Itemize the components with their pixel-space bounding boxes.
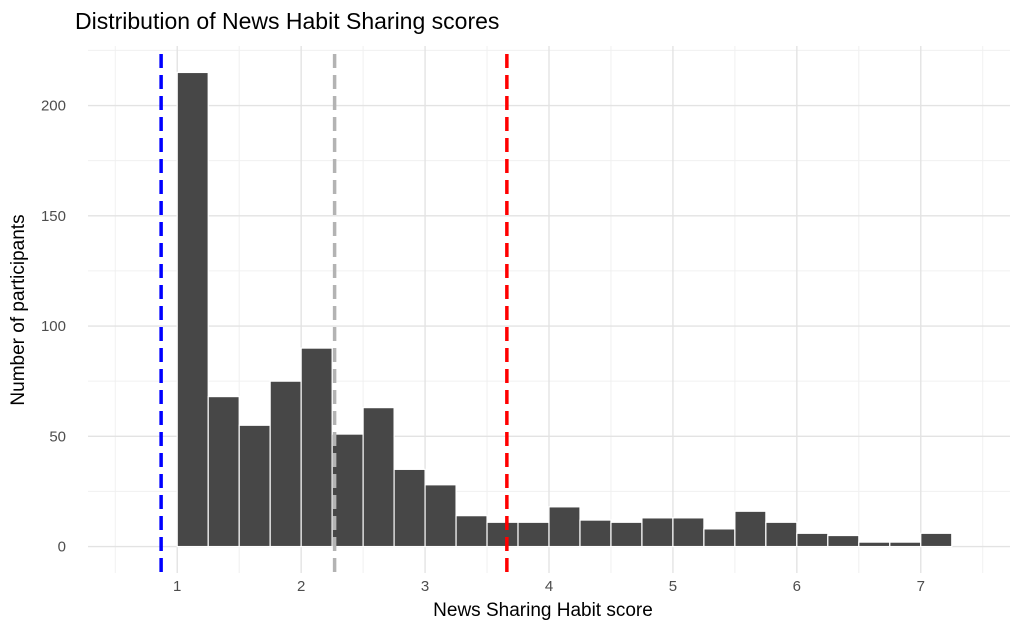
x-axis-tick-labels: 1 2 3 4 5 6 7	[173, 578, 925, 595]
histogram-bar	[176, 71, 209, 548]
histogram-bar	[548, 506, 581, 548]
y-tick-label: 0	[58, 539, 66, 556]
histogram-bar	[827, 534, 860, 548]
y-tick-label: 100	[41, 318, 66, 335]
histogram-bar	[362, 407, 395, 548]
histogram-bar	[920, 532, 953, 548]
histogram-bar	[424, 484, 457, 548]
x-tick-label: 3	[421, 578, 429, 595]
y-tick-label: 50	[49, 428, 66, 445]
histogram-bar	[486, 521, 519, 548]
reference-lines	[159, 54, 509, 573]
histogram-bars	[176, 71, 953, 548]
histogram-bar	[734, 510, 767, 548]
histogram-bar	[300, 347, 333, 548]
y-tick-label: 200	[41, 98, 66, 115]
histogram-bar	[641, 517, 674, 548]
histogram-bar	[796, 532, 829, 548]
histogram-bar	[517, 521, 550, 548]
x-tick-label: 5	[669, 578, 677, 595]
x-axis-title: News Sharing Habit score	[433, 600, 653, 621]
x-tick-label: 1	[173, 578, 181, 595]
y-axis-title: Number of participants	[8, 214, 29, 405]
histogram-bar	[238, 424, 271, 548]
histogram-bar	[331, 433, 364, 548]
histogram-bar	[765, 521, 798, 548]
x-tick-label: 7	[917, 578, 925, 595]
histogram-bar	[393, 468, 426, 548]
histogram-bar	[703, 528, 736, 548]
x-tick-label: 2	[297, 578, 305, 595]
histogram-bar	[858, 541, 891, 548]
histogram-bar	[455, 515, 488, 548]
y-axis-tick-labels: 0 50 100 150 200	[41, 98, 66, 556]
histogram-bar	[610, 521, 643, 548]
histogram-bar	[672, 517, 705, 548]
y-tick-label: 150	[41, 208, 66, 225]
histogram-bar	[269, 380, 302, 548]
x-tick-label: 6	[793, 578, 801, 595]
histogram-bar	[889, 541, 922, 548]
chart-title: Distribution of News Habit Sharing score…	[75, 8, 499, 34]
histogram-bar	[207, 395, 240, 548]
x-tick-label: 4	[545, 578, 553, 595]
histogram-bar	[579, 519, 612, 548]
